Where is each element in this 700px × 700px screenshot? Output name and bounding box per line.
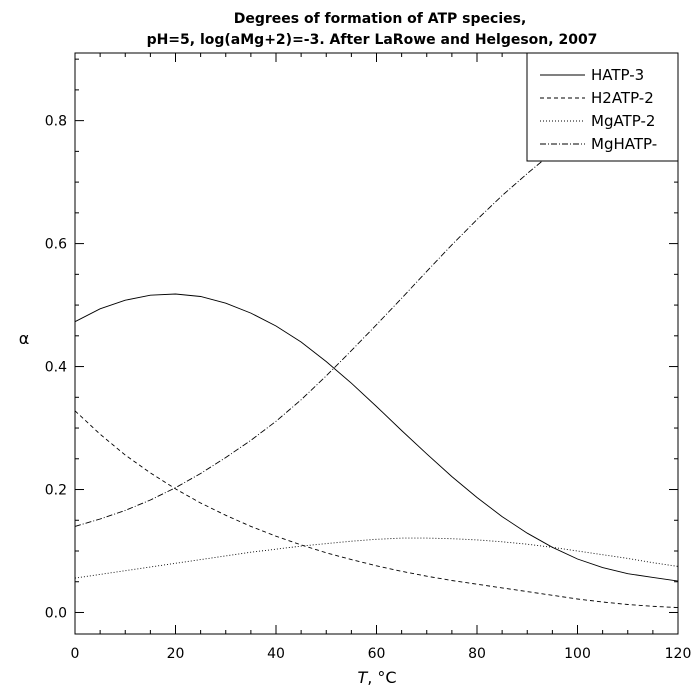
series-line-2 [74,410,679,609]
legend-label-1: HATP-3 [591,66,644,84]
chart-subtitle: pH=5, log(aMg+2)=-3. After LaRowe and He… [147,32,598,48]
x-tick-label: 60 [368,646,386,662]
y-axis-label: α [19,329,30,348]
legend-label-3: MgATP-2 [591,112,655,130]
x-tick-label: 0 [71,646,80,662]
x-tick-label: 100 [564,646,591,662]
plot-frame [74,52,679,635]
legend-label-4: MgHATP- [591,135,657,153]
series-line-1 [74,293,679,582]
legend-label-2: H2ATP-2 [591,89,654,107]
y-tick-label: 0.0 [45,605,67,621]
series-layer [74,71,679,609]
series-line-3 [74,537,679,579]
y-tick-label: 0.6 [45,237,67,253]
chart-title: Degrees of formation of ATP species, [234,11,527,27]
legend: HATP-3 H2ATP-2 MgATP-2 MgHATP- [526,52,679,162]
x-tick-label: 20 [167,646,185,662]
ticks-layer: 0 20 40 60 80 100 120 0.0 0.2 0.4 0.6 0.8 [45,53,692,662]
x-tick-label: 40 [267,646,285,662]
x-axis-label-unit: , °C [367,668,396,687]
legend-box [526,52,679,162]
y-tick-label: 0.2 [45,483,67,499]
x-tick-label: 80 [468,646,486,662]
y-tick-label: 0.4 [45,360,67,376]
x-tick-label: 120 [665,646,692,662]
x-axis-label: T, °C [357,668,396,687]
series-line-4 [74,71,679,527]
y-tick-label: 0.8 [45,114,67,130]
x-axis-label-symbol: T [357,668,368,687]
